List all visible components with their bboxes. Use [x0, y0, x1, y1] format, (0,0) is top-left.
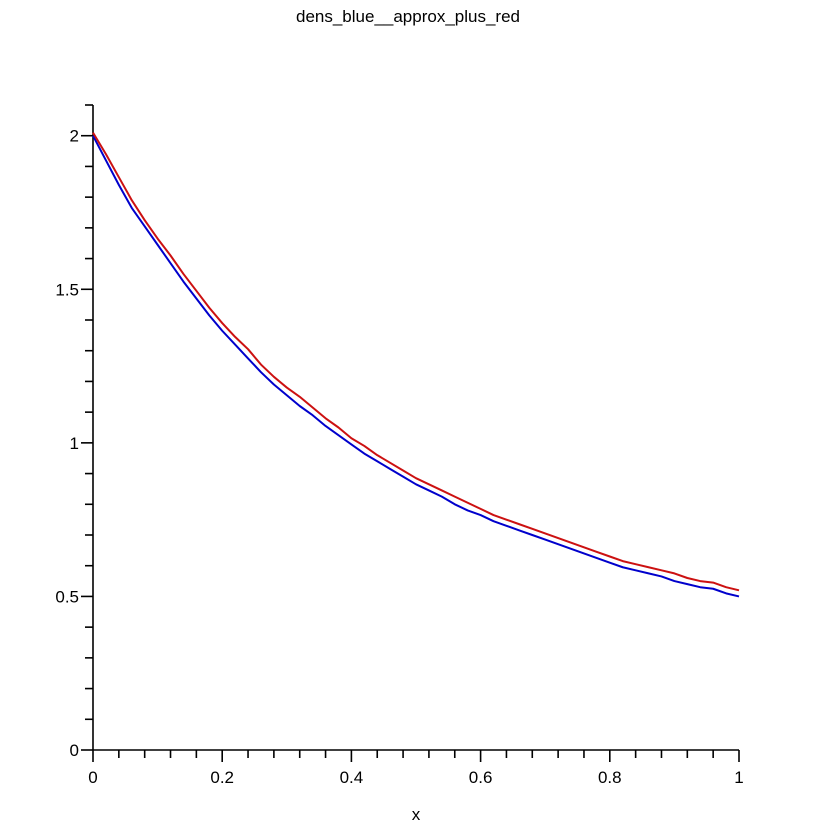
chart-title: dens_blue__approx_plus_red — [296, 7, 520, 26]
axes — [92, 105, 739, 751]
series-line-1 — [92, 135, 740, 598]
x-tick-label: 0.8 — [598, 768, 622, 787]
x-tick-label: 0.4 — [340, 768, 364, 787]
y-tick-label: 1 — [70, 434, 79, 453]
y-tick-label: 0 — [70, 741, 79, 760]
x-tick-label: 0.6 — [469, 768, 493, 787]
series-layer — [92, 132, 740, 598]
x-axis-ticks: 0 0.2 0.4 0.6 0.8 1 — [88, 750, 744, 787]
x-tick-label: 0.2 — [210, 768, 234, 787]
y-tick-label: 1.5 — [55, 280, 79, 299]
series-line-2 — [92, 132, 740, 592]
x-axis-label: x — [412, 805, 421, 824]
x-tick-label: 1 — [734, 768, 743, 787]
x-tick-label: 0 — [88, 768, 97, 787]
y-axis-ticks: 0 0.5 1 1.5 2 — [55, 104, 93, 760]
y-tick-label: 0.5 — [55, 587, 79, 606]
y-tick-label: 2 — [70, 127, 79, 146]
